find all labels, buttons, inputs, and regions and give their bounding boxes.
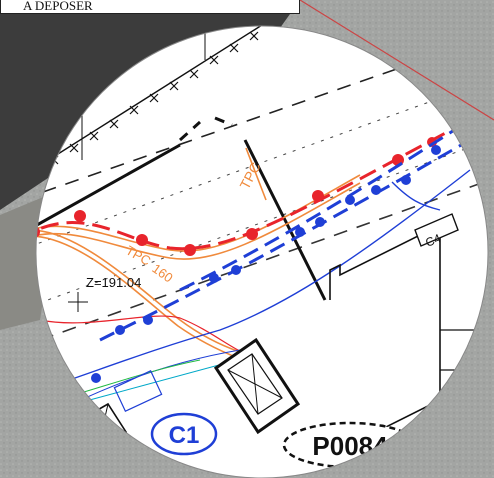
lens-border — [35, 25, 489, 478]
chamber-c1-label: C1 — [169, 422, 200, 449]
road-edge — [36, 39, 481, 201]
chamber-blue — [113, 369, 163, 413]
curb-dashed — [178, 116, 233, 142]
curb-line — [36, 143, 181, 242]
survey-point-marker — [68, 292, 88, 312]
elevation-label: Z=191.04 — [86, 275, 141, 290]
chamber-c1-badge — [150, 412, 218, 456]
parcel-boundary-outer — [299, 0, 494, 121]
header-label: A DEPOSER — [0, 0, 300, 14]
chamber-main — [213, 337, 301, 435]
orange-network — [36, 147, 361, 359]
fence-line — [36, 26, 271, 179]
chamber-c4-label: C4 — [423, 231, 443, 250]
road-edge-2 — [39, 179, 488, 341]
chamber-c4 — [414, 213, 459, 247]
blue-network — [39, 118, 471, 411]
